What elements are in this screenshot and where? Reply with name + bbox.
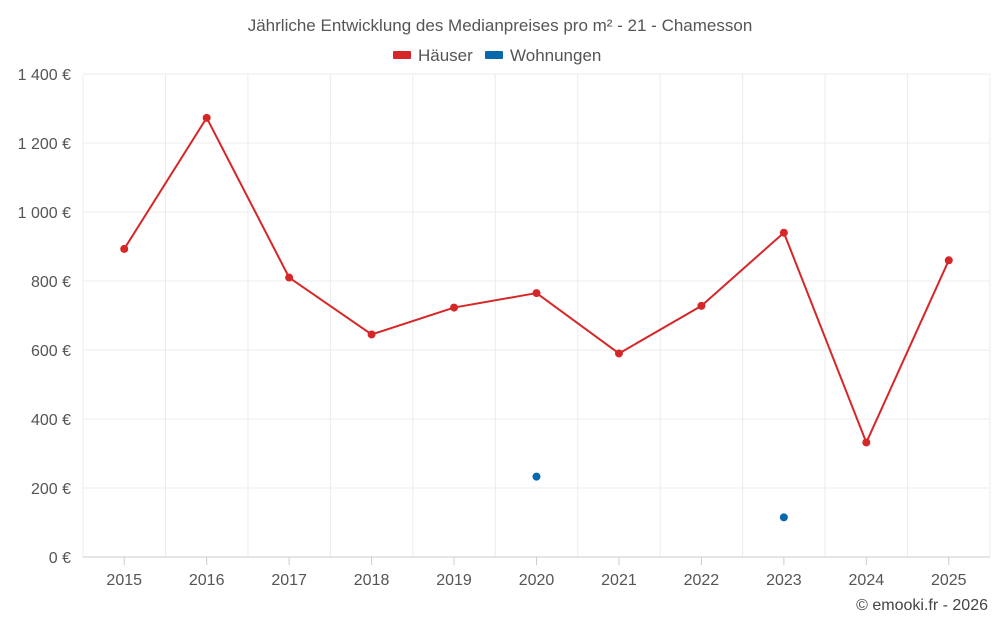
data-point-haeuser-2019[interactable] <box>450 303 459 312</box>
data-point-haeuser-2022[interactable] <box>697 301 706 310</box>
legend-label-wohnungen: Wohnungen <box>510 46 601 65</box>
x-tick-label: 2023 <box>766 572 802 589</box>
data-point-haeuser-2016[interactable] <box>202 113 211 122</box>
legend: Häuser Wohnungen <box>393 46 601 65</box>
y-tick-label: 600 € <box>31 343 71 360</box>
data-point-haeuser-2021[interactable] <box>614 349 623 358</box>
y-tick-label: 800 € <box>31 274 71 291</box>
x-tick-label: 2022 <box>684 572 720 589</box>
x-tick-label: 2017 <box>271 572 307 589</box>
legend-swatch-haeuser <box>393 51 411 59</box>
data-point-wohnungen-2020[interactable] <box>532 472 541 481</box>
data-point-haeuser-2023[interactable] <box>779 228 788 237</box>
series <box>120 113 953 522</box>
data-point-haeuser-2017[interactable] <box>285 273 294 282</box>
y-tick-label: 200 € <box>31 481 71 498</box>
series-wohnungen <box>532 472 788 522</box>
x-tick-label: 2019 <box>436 572 472 589</box>
grid <box>82 73 991 557</box>
x-tick-label: 2016 <box>189 572 225 589</box>
data-point-haeuser-2024[interactable] <box>862 438 871 447</box>
y-tick-label: 0 € <box>49 550 71 567</box>
legend-item-wohnungen[interactable]: Wohnungen <box>485 46 601 65</box>
x-tick-label: 2020 <box>519 572 555 589</box>
chart-title: Jährliche Entwicklung des Medianpreises … <box>248 16 753 35</box>
x-tick-label: 2015 <box>106 572 142 589</box>
x-tick-label: 2021 <box>601 572 637 589</box>
axes: 0 € 200 € 400 € 600 € 800 € 1 000 € 1 200 € 1 4… <box>18 67 990 589</box>
data-point-haeuser-2020[interactable] <box>532 289 541 298</box>
x-tick-label: 2024 <box>849 572 885 589</box>
credit-text: © emooki.fr - 2026 <box>856 597 988 614</box>
y-tick-label: 400 € <box>31 412 71 429</box>
data-point-haeuser-2018[interactable] <box>367 330 376 339</box>
y-tick-label: 1 200 € <box>18 136 71 153</box>
series-haeuser <box>120 113 953 447</box>
x-tick-label: 2018 <box>354 572 390 589</box>
legend-label-haeuser: Häuser <box>418 46 473 65</box>
y-tick-label: 1 000 € <box>18 205 71 222</box>
data-point-wohnungen-2023[interactable] <box>779 513 788 522</box>
y-tick-label: 1 400 € <box>18 67 71 84</box>
data-point-haeuser-2015[interactable] <box>120 244 129 253</box>
legend-item-haeuser[interactable]: Häuser <box>393 46 473 65</box>
legend-swatch-wohnungen <box>485 51 503 59</box>
x-tick-label: 2025 <box>931 572 967 589</box>
data-point-haeuser-2025[interactable] <box>944 256 953 265</box>
